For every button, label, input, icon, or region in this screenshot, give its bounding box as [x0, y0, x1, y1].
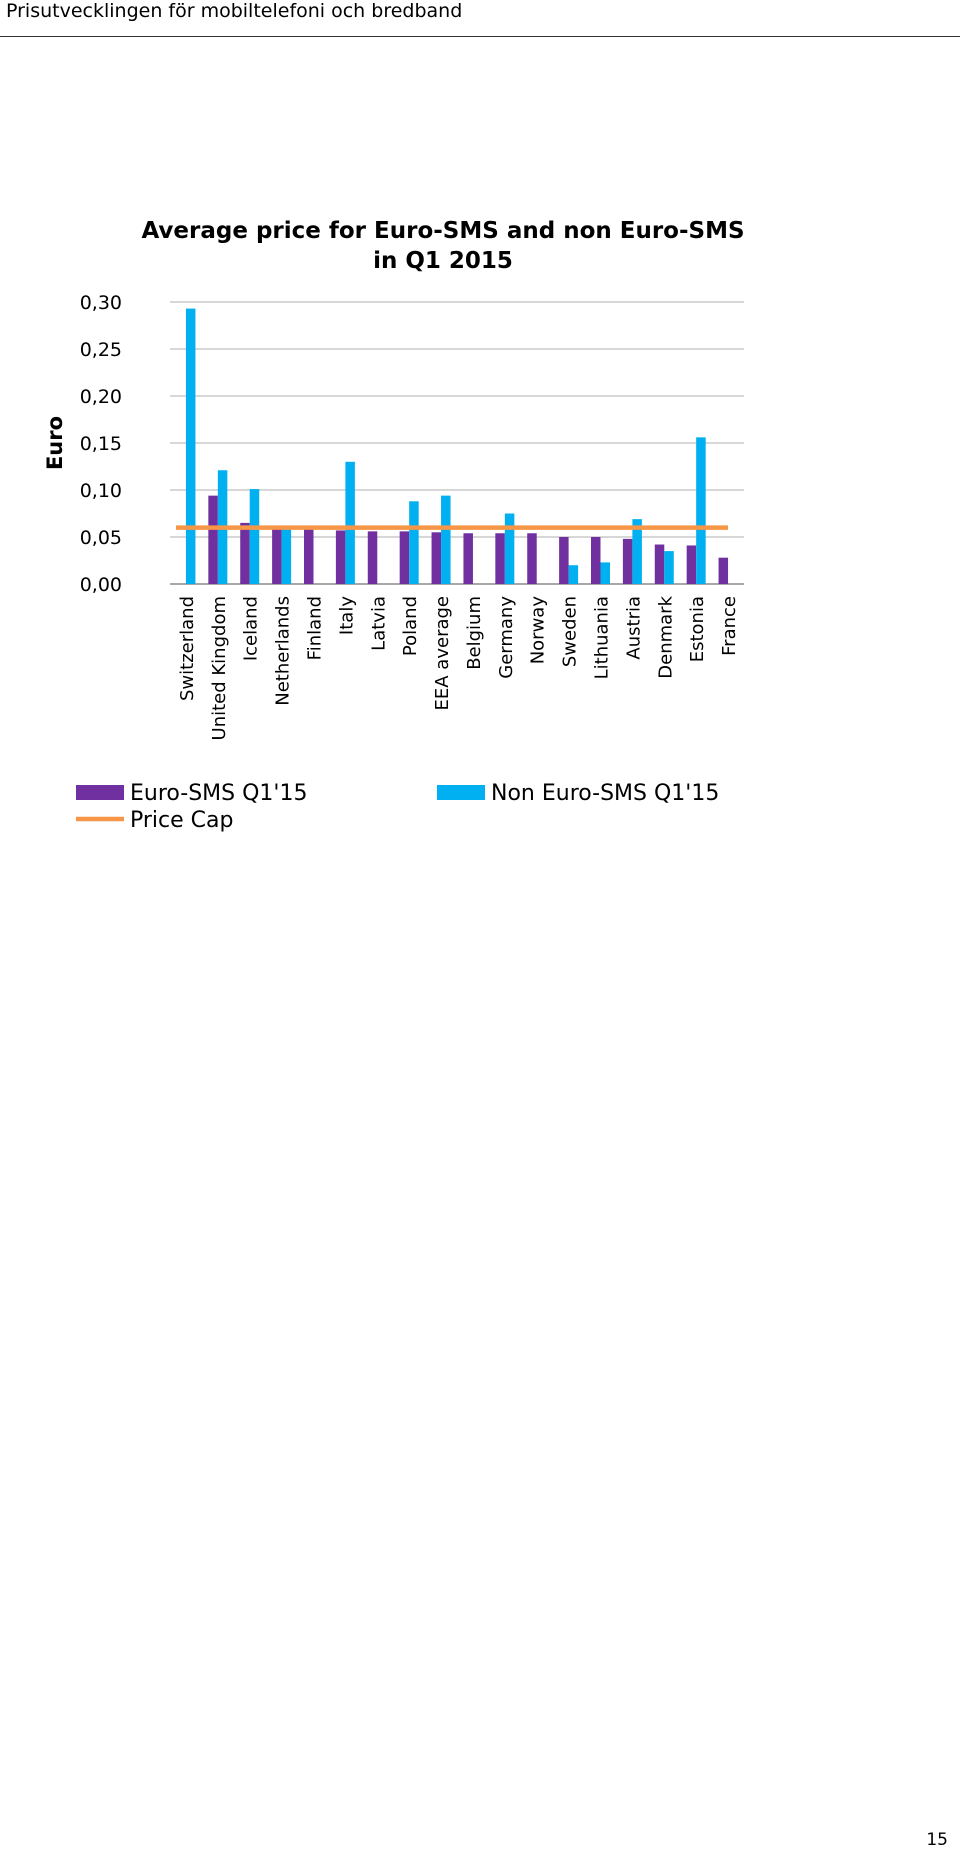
bar-euro-sms — [622, 538, 633, 584]
x-tick-label: Netherlands — [273, 596, 294, 706]
bar-non-euro-sms — [441, 495, 451, 584]
page-number: 15 — [926, 1830, 948, 1850]
y-tick-label: 0,05 — [80, 527, 122, 549]
bar-euro-sms — [463, 533, 473, 584]
bar-euro-sms — [240, 522, 250, 584]
y-tick-label: 0,00 — [80, 574, 122, 596]
y-tick-label: 0,10 — [80, 480, 122, 502]
bar-non-euro-sms — [249, 489, 260, 584]
y-axis-ticks: 0,00 0,05 0,10 0,15 0,20 0,25 0,30 — [80, 292, 122, 596]
bar-non-euro-sms — [504, 513, 515, 584]
chart-title-line: in Q1 2015 — [373, 248, 513, 274]
chart-legend: Euro-SMS Q1'15 Non Euro-SMS Q1'15 Price Ca… — [76, 781, 719, 833]
bar-non-euro-sms — [600, 562, 610, 584]
bar-non-euro-sms — [568, 565, 579, 584]
y-tick-label: 0,30 — [80, 292, 122, 314]
bar-euro-sms — [591, 537, 601, 584]
bar-euro-sms — [654, 544, 665, 584]
x-tick-label: Norway — [528, 596, 549, 665]
page-header-title: Prisutvecklingen för mobiltelefoni och b… — [6, 0, 463, 22]
bar-euro-sms — [399, 531, 410, 584]
bar-non-euro-sms — [632, 519, 642, 584]
bar-euro-sms — [686, 545, 697, 584]
chart-title: Average price for Euro-SMS and non Euro-… — [141, 218, 744, 274]
x-tick-label: Italy — [336, 596, 357, 635]
legend-label-non-euro-sms: Non Euro-SMS Q1'15 — [491, 781, 719, 806]
x-tick-label: Germany — [496, 596, 517, 679]
bar-non-euro-sms — [281, 528, 292, 584]
y-tick-label: 0,20 — [80, 386, 122, 408]
legend-label-euro-sms: Euro-SMS Q1'15 — [130, 781, 307, 806]
y-tick-label: 0,25 — [80, 339, 122, 361]
legend-label-price-cap: Price Cap — [130, 808, 233, 833]
x-tick-label: Sweden — [560, 596, 581, 667]
bar-euro-sms — [559, 537, 569, 584]
bar-euro-sms — [431, 532, 442, 584]
x-tick-label: Austria — [623, 596, 644, 660]
legend-swatch-euro-sms — [76, 785, 124, 800]
bar-euro-sms — [272, 527, 282, 584]
x-tick-label: France — [719, 596, 740, 656]
bar-non-euro-sms — [345, 461, 355, 584]
chart-title-line: Average price for Euro-SMS and non Euro-… — [141, 218, 744, 244]
bar-non-euro-sms — [185, 308, 196, 584]
chart-bars — [185, 308, 729, 584]
x-tick-label: United Kingdom — [209, 596, 230, 740]
y-axis-label: Euro — [43, 416, 67, 470]
x-tick-label: Finland — [305, 596, 326, 660]
header-divider — [0, 36, 960, 37]
y-tick-label: 0,15 — [80, 433, 122, 455]
chart-grid — [170, 301, 744, 585]
x-tick-label: Denmark — [655, 595, 676, 678]
x-tick-label: Lithuania — [592, 596, 613, 679]
x-tick-label: Switzerland — [177, 596, 198, 701]
bar-euro-sms — [718, 557, 729, 584]
bar-euro-sms — [304, 528, 314, 584]
bar-euro-sms — [335, 530, 346, 584]
bar-chart: Average price for Euro-SMS and non Euro-… — [43, 218, 745, 833]
bar-non-euro-sms — [696, 437, 706, 584]
bar-euro-sms — [208, 495, 218, 584]
x-tick-label: Estonia — [687, 596, 708, 662]
x-tick-label: Belgium — [464, 596, 485, 670]
x-axis-ticks: Switzerland United Kingdom Iceland Netherla… — [177, 595, 740, 740]
legend-swatch-non-euro-sms — [437, 785, 485, 800]
x-tick-label: Iceland — [241, 596, 262, 661]
x-tick-label: Poland — [400, 596, 421, 656]
x-tick-label: EEA average — [432, 596, 453, 710]
bar-non-euro-sms — [664, 551, 674, 584]
bar-non-euro-sms — [409, 501, 419, 584]
bar-euro-sms — [527, 533, 537, 584]
bar-euro-sms — [495, 533, 505, 584]
x-tick-label: Latvia — [368, 596, 389, 651]
bar-euro-sms — [367, 531, 378, 584]
